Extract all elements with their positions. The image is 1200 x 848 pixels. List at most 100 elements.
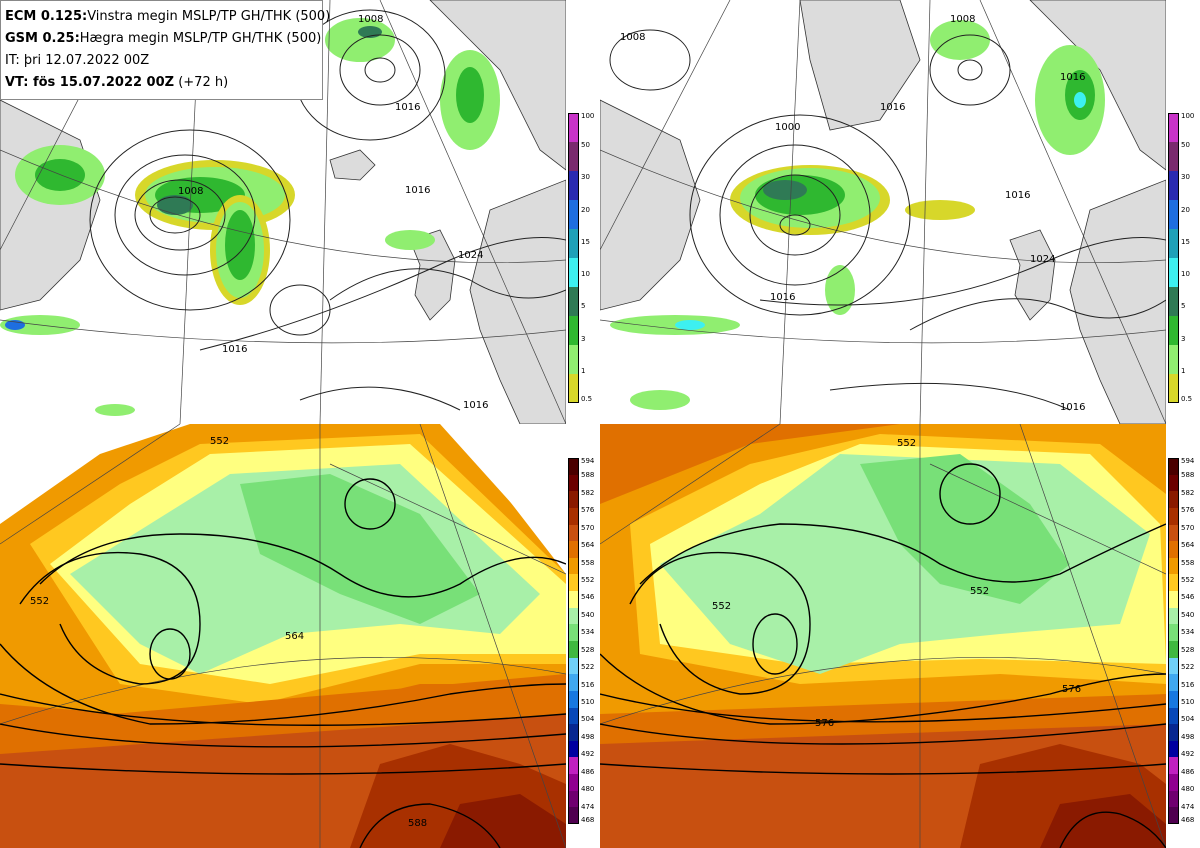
colorbar-swatch — [1168, 557, 1179, 575]
colorbar-tick-label: 558 — [1181, 558, 1195, 567]
land-right — [1069, 179, 1166, 424]
ecm-mslp-precip-map: 1008 1016 1016 1008 1016 1024 1016 ECM 0… — [0, 0, 566, 424]
height-label: 552 — [970, 586, 989, 597]
colorbar-tick-label: 3 — [1181, 334, 1186, 343]
colorbar-tick-label: 546 — [581, 593, 595, 602]
isobar-label: 1008 — [620, 32, 645, 43]
colorbar-swatch — [568, 574, 579, 592]
colorbar-tick-label: 492 — [581, 750, 595, 759]
colorbar-swatch — [568, 557, 579, 575]
height-contours — [0, 478, 566, 848]
isobar-label: 1016 — [1060, 402, 1085, 413]
colorbar-swatch — [1168, 674, 1179, 691]
isobar-labels: 1008 1008 1000 1016 1016 1016 1024 1016 … — [620, 14, 1085, 413]
colorbar-tick-label: 20 — [1181, 205, 1190, 214]
height-labels: 552 552 552 576 576 — [712, 438, 1081, 729]
isobar-label: 1008 — [358, 14, 383, 25]
colorbar-tick-label: 3 — [581, 334, 586, 343]
colorbar-swatch — [1168, 591, 1179, 608]
info-line-valid-time: VT: fös 15.07.2022 00Z (+72 h) — [5, 75, 229, 90]
colorbar-tick-label: 510 — [1181, 698, 1195, 706]
colorbar-tick-label: 522 — [581, 663, 595, 672]
colorbar-swatch — [568, 474, 579, 492]
colorbar-swatch — [1168, 624, 1179, 641]
colorbar-tick-label: 564 — [581, 541, 595, 550]
colorbar-swatch — [568, 624, 579, 641]
isobar-labels: 1008 1016 1016 1008 1016 1024 1016 — [178, 14, 488, 411]
colorbar-swatch — [568, 740, 579, 758]
iceland — [329, 149, 376, 181]
colorbar-swatch — [568, 142, 579, 171]
colorbar-swatch — [1168, 171, 1179, 200]
colorbar-tick-label: 50 — [581, 141, 590, 150]
colorbar-tick-label: 588 — [581, 471, 595, 480]
colorbar-tick-label: 552 — [1181, 576, 1195, 584]
precip-areas — [0, 18, 500, 416]
colorbar-tick-label: 546 — [1181, 593, 1195, 602]
colorbar-tick-label: 516 — [1181, 680, 1195, 689]
colorbar-tick-label: 468 — [1181, 816, 1195, 824]
isobar-label: 1008 — [178, 186, 203, 197]
gsm-thickness-map: 552 552 552 576 576 — [600, 424, 1166, 848]
height-contours — [600, 463, 1166, 848]
isobar-label: 1016 — [1060, 72, 1085, 83]
colorbar-swatch — [1168, 458, 1179, 475]
greenland-landmass — [1029, 0, 1166, 171]
colorbar-tick-label: 0.5 — [1181, 395, 1193, 403]
forecast-info-box: ECM 0.125:Vinstra megin MSLP/TP GH/THK (… — [0, 0, 330, 100]
colorbar-tick-label: 468 — [581, 816, 595, 824]
colorbar-swatch — [1168, 774, 1179, 791]
height-label: 564 — [285, 631, 304, 642]
colorbar-swatch — [568, 591, 579, 608]
isobar-label: 1000 — [775, 122, 800, 133]
colorbar-tick-label: 558 — [581, 558, 595, 567]
height-label: 576 — [815, 718, 834, 729]
colorbar-swatch — [568, 458, 579, 475]
info-line-gsm: GSM 0.25:Hægra megin MSLP/TP GH/THK (500… — [5, 31, 322, 46]
colorbar-swatch — [1168, 541, 1179, 558]
isobar-label: 1024 — [458, 250, 483, 261]
colorbar-tick-label: 552 — [581, 576, 595, 584]
colorbar-swatch — [1168, 345, 1179, 374]
colorbar-tick-label: 588 — [1181, 471, 1195, 480]
colorbar-swatch — [568, 641, 579, 658]
colorbar-tick-label: 594 — [581, 457, 595, 465]
colorbar-swatch — [568, 524, 579, 542]
land-right — [469, 179, 566, 424]
colorbar-swatch — [568, 258, 579, 287]
colorbar-swatch — [1168, 707, 1179, 725]
colorbar-tick-label: 5 — [1181, 302, 1186, 311]
colorbar-swatch — [568, 491, 579, 508]
colorbar-tick-label: 510 — [581, 698, 595, 706]
greenland-landmass — [429, 0, 566, 171]
isobar-label: 1016 — [463, 400, 488, 411]
colorbar-swatch — [568, 757, 579, 775]
colorbar-swatch — [568, 507, 579, 525]
height-labels: 552 564 552 588 — [30, 436, 427, 829]
isobars — [609, 29, 1166, 411]
isobar-label: 1016 — [880, 102, 905, 113]
precip-colorbar-gsm: 100 50 30 20 15 10 5 3 1 0.5 — [1168, 113, 1200, 403]
colorbar-tick-label: 570 — [1181, 523, 1195, 532]
colorbar-swatch — [1168, 258, 1179, 287]
isobar-label: 1016 — [395, 102, 420, 113]
isobar-label: 1008 — [950, 14, 975, 25]
colorbar-swatch — [1168, 657, 1179, 675]
graticule — [0, 424, 566, 848]
colorbar-tick-label: 498 — [1181, 732, 1195, 741]
colorbar-tick-label: 570 — [581, 523, 595, 532]
colorbar-tick-label: 564 — [1181, 541, 1195, 550]
colorbar-swatch — [568, 707, 579, 725]
colorbar-swatch — [568, 674, 579, 691]
colorbar-tick-label: 540 — [581, 610, 595, 619]
colorbar-tick-label: 1 — [1181, 366, 1186, 375]
info-line-init-time: IT: þri 12.07.2022 00Z — [5, 53, 150, 68]
colorbar-swatch — [1168, 507, 1179, 525]
ecm-thickness-map: 552 564 552 588 — [0, 424, 566, 848]
colorbar-swatch — [568, 807, 579, 824]
colorbar-tick-label: 50 — [1181, 141, 1190, 150]
colorbar-swatch — [568, 607, 579, 625]
colorbar-swatch — [1168, 287, 1179, 316]
colorbar-tick-label: 534 — [581, 628, 595, 637]
